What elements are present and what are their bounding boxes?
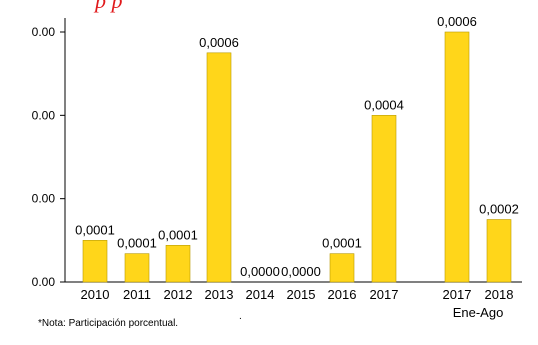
data-label: 0,0006 bbox=[199, 35, 239, 50]
x-tick-label: 2015 bbox=[287, 287, 316, 302]
data-label: 0,0000 bbox=[281, 264, 321, 279]
bars bbox=[82, 31, 512, 283]
bar bbox=[371, 115, 397, 283]
data-label: 0,0001 bbox=[322, 236, 362, 251]
y-tick-label: 0.00 bbox=[32, 25, 56, 39]
y-tick-label: 0.00 bbox=[32, 108, 56, 122]
y-tick-label: 0.00 bbox=[32, 192, 56, 206]
y-axis: 0.00 0.00 0.00 0.00 bbox=[32, 18, 66, 289]
bar bbox=[82, 240, 108, 283]
y-tick-label: 0.00 bbox=[32, 275, 56, 289]
bar bbox=[444, 31, 470, 283]
x-tick-label: 2016 bbox=[328, 287, 357, 302]
x-tick-label: 2017 bbox=[443, 287, 472, 302]
bar bbox=[486, 219, 512, 283]
chart-note: *Nota: Participación porcentual. bbox=[38, 318, 179, 329]
x-tick-label: 2012 bbox=[164, 287, 193, 302]
x-tick-label: 2011 bbox=[123, 287, 151, 302]
chart-title-fragment: p p bbox=[95, 0, 123, 13]
x-tick-label: 2017 bbox=[370, 287, 399, 302]
x-tick-label: 2018 bbox=[485, 287, 514, 302]
x-group-label: Ene-Ago bbox=[453, 305, 504, 320]
bar bbox=[329, 253, 355, 283]
x-tick-label: 2014 bbox=[246, 287, 275, 302]
data-label: 0,0001 bbox=[158, 227, 198, 242]
data-label: 0,0000 bbox=[240, 264, 280, 279]
data-label: 0,0001 bbox=[75, 222, 115, 237]
x-tick-label: 2013 bbox=[205, 287, 234, 302]
data-label: 0,0001 bbox=[117, 236, 157, 251]
data-label: 0,0004 bbox=[364, 97, 404, 112]
footer-mark: . bbox=[239, 311, 242, 322]
bar bbox=[165, 245, 191, 283]
data-label: 0,0002 bbox=[479, 202, 519, 217]
bar bbox=[206, 52, 232, 283]
x-axis: 2010 2011 2012 2013 2014 2015 2016 2017 2017 2018… bbox=[65, 281, 522, 320]
bar bbox=[124, 253, 150, 283]
x-tick-label: 2010 bbox=[81, 287, 110, 302]
data-label: 0,0006 bbox=[437, 14, 477, 29]
